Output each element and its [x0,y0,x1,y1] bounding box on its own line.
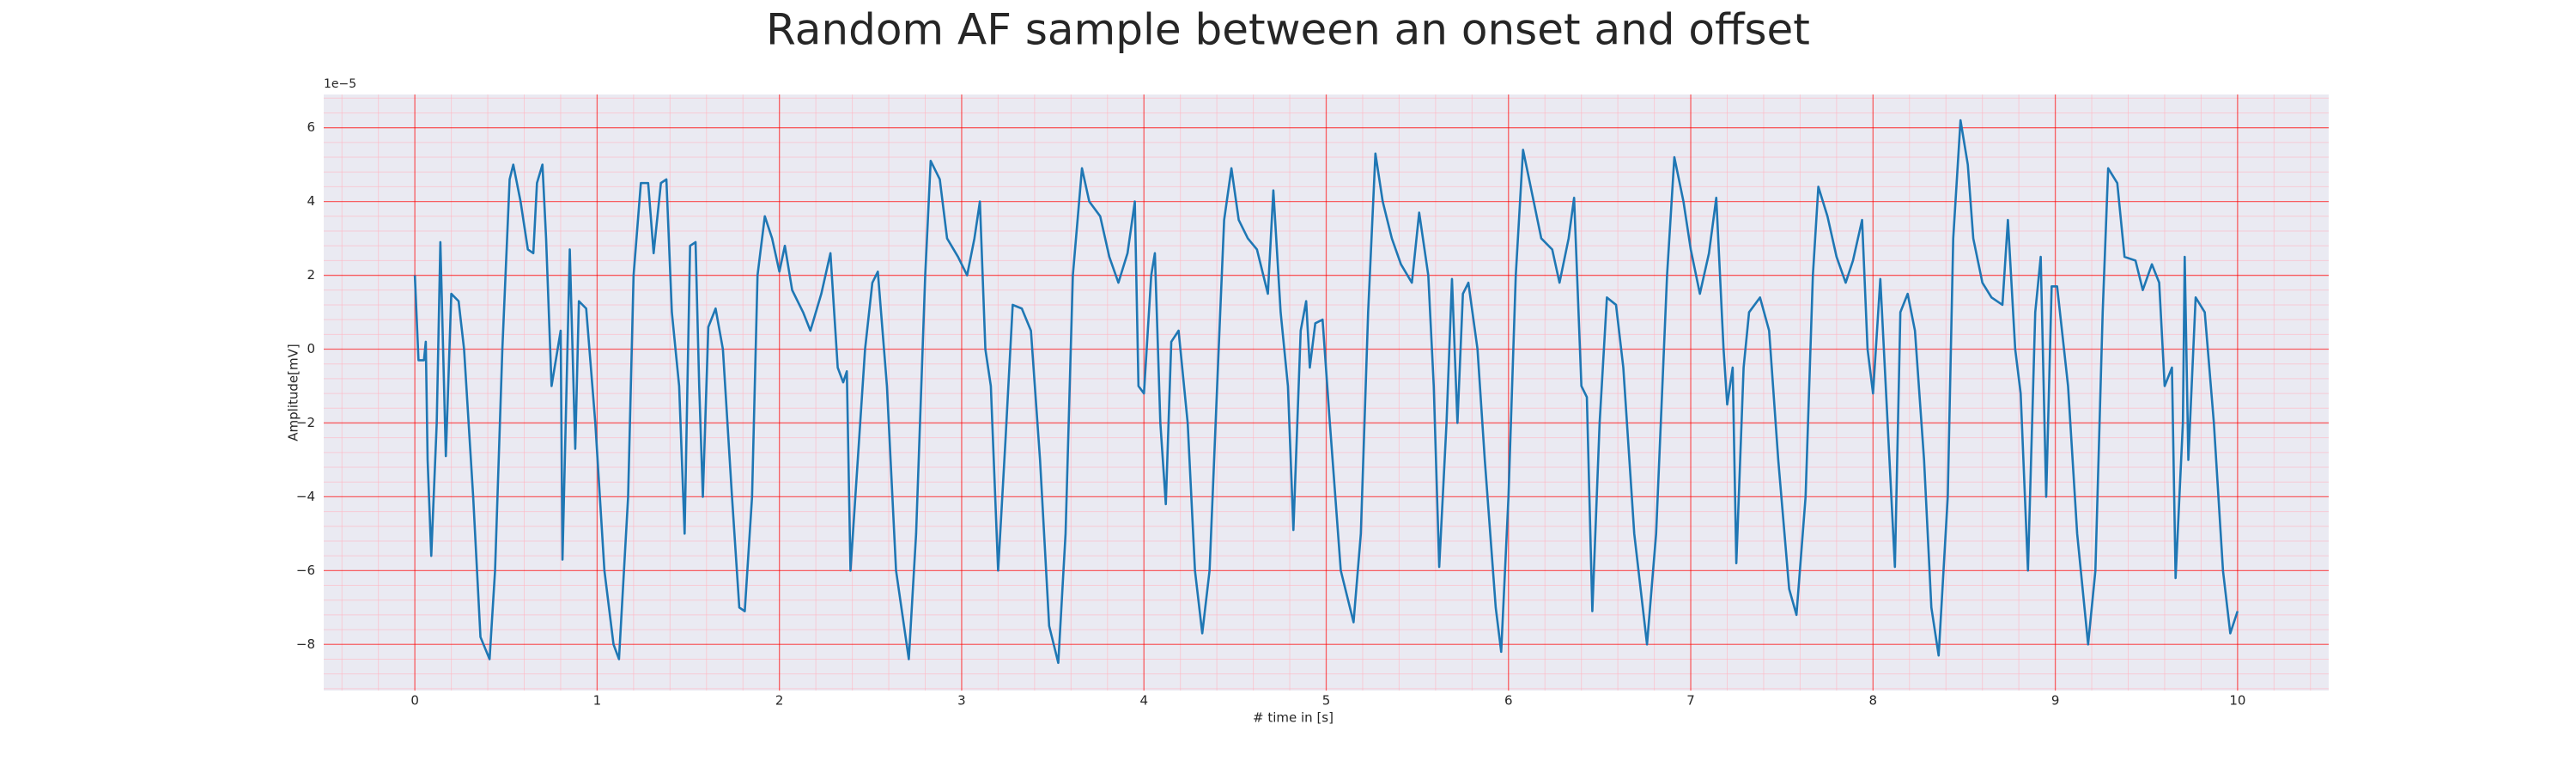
x-tick-label: 8 [1869,693,1878,709]
y-tick-label: −2 [296,415,315,430]
y-tick-label: 2 [307,267,315,283]
y-tick-label: 6 [307,119,315,135]
y-tick-label: −8 [296,636,315,652]
chart-title: Random AF sample between an onset and of… [766,5,1810,55]
x-tick-label: 2 [775,693,784,709]
x-tick-label: 4 [1139,693,1148,709]
x-axis-label: # time in [s] [1253,710,1334,726]
y-tick-label: −4 [296,489,315,504]
x-tick-label: 5 [1322,693,1331,709]
x-tick-label: 7 [1686,693,1695,709]
y-tick-label: 0 [307,341,315,356]
y-tick-label: −6 [296,563,315,578]
x-tick-label: 0 [410,693,419,709]
offset-label: 1e−5 [324,77,356,91]
x-tick-label: 3 [957,693,966,709]
y-axis-label: Amplitude[mV] [286,344,301,441]
data-line [413,119,2239,665]
x-tick-label: 9 [2051,693,2060,709]
x-tick-label: 10 [2229,693,2245,709]
y-tick-label: 4 [307,193,315,209]
x-tick-label: 1 [593,693,602,709]
x-tick-label: 6 [1504,693,1513,709]
